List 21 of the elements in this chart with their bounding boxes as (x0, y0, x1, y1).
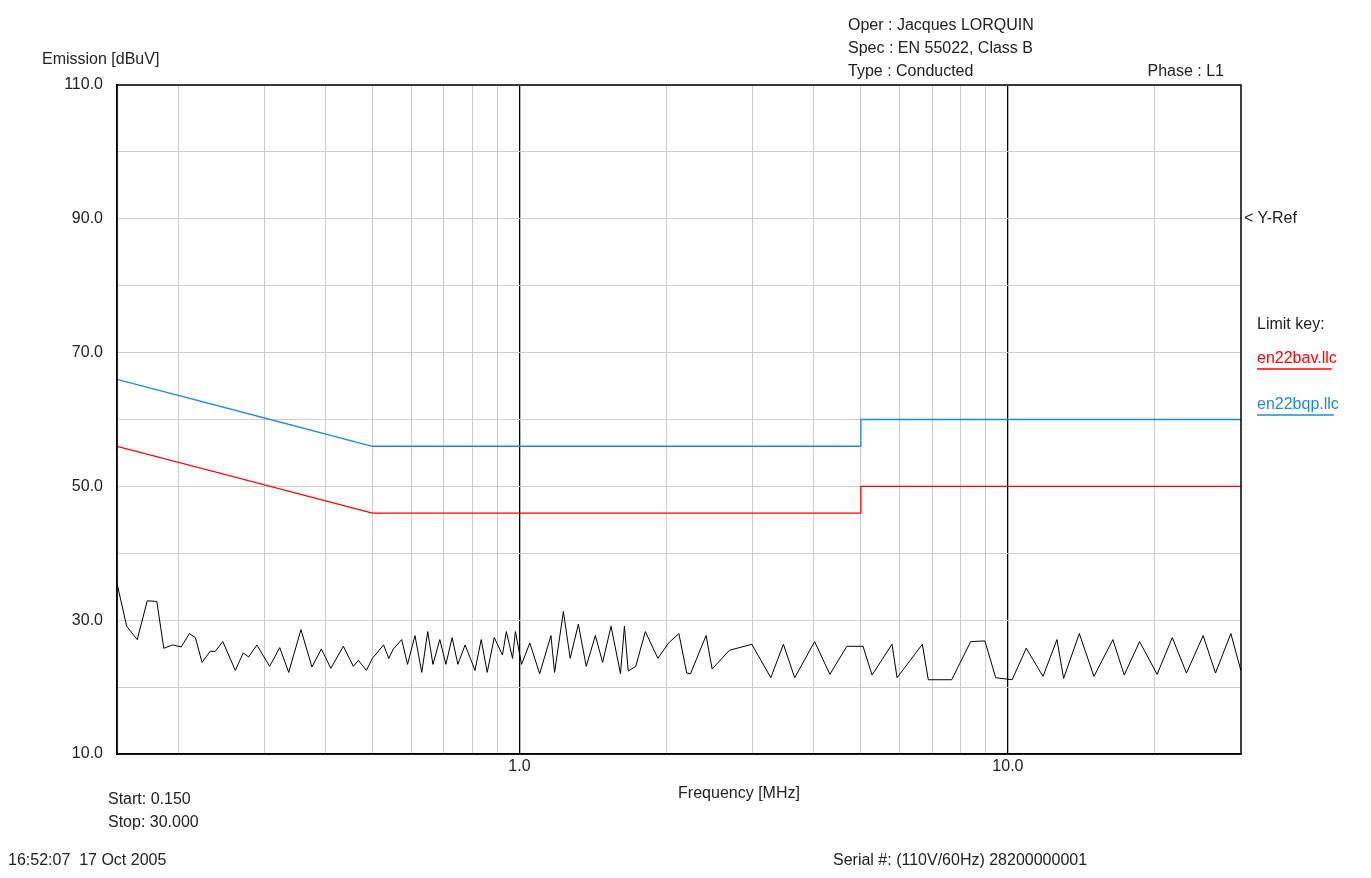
legend-title: Limit key: (1257, 315, 1325, 333)
x-tick-label: 1.0 (508, 757, 531, 775)
text: Oper : Jacques LORQUIN (848, 16, 1034, 34)
y-tick-label: 70.0 (71, 343, 104, 361)
y-tick-label: 10.0 (71, 744, 104, 762)
series-label: en22bqp.llc (1257, 395, 1339, 413)
y-tick-label: 30.0 (71, 610, 104, 628)
y-tick-label: 90.0 (71, 209, 104, 227)
text: Start: 0.150 (108, 790, 191, 808)
text: Spec : EN 55022, Class B (848, 39, 1033, 57)
text: < Y-Ref (1244, 209, 1298, 227)
text: Stop: 30.000 (108, 813, 199, 831)
text: Type : Conducted (848, 62, 974, 80)
y-axis-title: Emission [dBuV] (42, 50, 160, 68)
text: Serial #: (110V/60Hz) 28200000001 (833, 851, 1088, 869)
y-tick-label: 50.0 (71, 476, 104, 494)
x-axis-title: Frequency [MHz] (678, 784, 800, 802)
text: en22bav.llc (1257, 349, 1337, 367)
text: Phase : L1 (1147, 62, 1225, 80)
text: 16:52:07 17 Oct 2005 (8, 851, 167, 869)
y-tick-label: 110.0 (64, 75, 104, 93)
